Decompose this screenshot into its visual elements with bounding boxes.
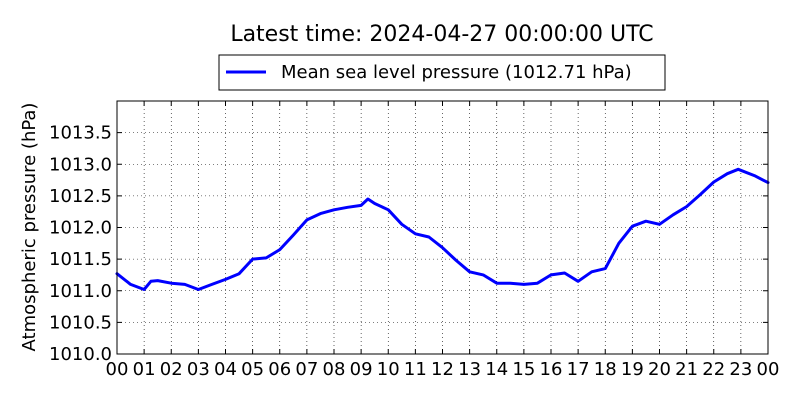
y-axis-label: Atmospheric pressure (hPa) <box>19 103 40 352</box>
data-point <box>333 208 335 211</box>
data-point <box>278 248 281 251</box>
x-tick-label: 13 <box>458 359 481 380</box>
data-point <box>306 219 308 221</box>
data-point <box>184 283 186 286</box>
x-tick-label: 18 <box>594 359 617 380</box>
x-tick-label: 11 <box>404 359 427 380</box>
data-point <box>441 246 444 249</box>
y-tick-label: 1013.0 <box>49 154 112 175</box>
y-tick-label: 1011.0 <box>49 281 112 302</box>
grid <box>117 101 768 354</box>
data-point <box>360 204 362 207</box>
x-tick-label: 20 <box>648 359 671 380</box>
x-tick-label: 00 <box>757 359 780 380</box>
y-tick-label: 1010.5 <box>49 312 112 333</box>
x-tick-label: 06 <box>268 359 291 380</box>
data-point <box>150 280 152 283</box>
data-point <box>712 181 715 183</box>
data-point <box>536 282 539 284</box>
data-point <box>367 198 369 200</box>
x-tick-label: 10 <box>377 359 400 380</box>
data-point <box>129 283 132 286</box>
data-point <box>604 267 607 270</box>
x-tick-label: 14 <box>485 359 508 380</box>
data-point <box>143 288 145 291</box>
data-point <box>468 270 471 273</box>
data-point <box>373 202 376 205</box>
data-point <box>685 205 688 208</box>
data-point <box>265 257 267 259</box>
x-tick-label: 23 <box>729 359 752 380</box>
data-point <box>156 279 159 282</box>
data-point <box>224 278 227 281</box>
data-point <box>401 223 403 226</box>
x-tick-label: 01 <box>133 359 156 380</box>
x-tick-label: 21 <box>675 359 698 380</box>
data-point <box>319 212 322 215</box>
legend-box <box>218 54 666 91</box>
series-layer <box>115 167 770 291</box>
data-point <box>495 282 498 284</box>
data-point <box>346 206 349 209</box>
x-tick-label: 03 <box>187 359 210 380</box>
data-point <box>482 274 484 276</box>
data-point <box>197 288 200 291</box>
x-tick-label: 04 <box>214 359 237 380</box>
data-point <box>590 270 593 273</box>
data-point <box>577 280 579 283</box>
data-point <box>455 259 457 262</box>
x-tick-label: 00 <box>106 359 129 380</box>
data-point <box>251 258 254 260</box>
data-point <box>211 283 213 286</box>
x-tick-label: 12 <box>431 359 454 380</box>
data-point <box>658 223 661 226</box>
data-point <box>387 208 390 211</box>
data-point <box>631 225 634 228</box>
data-point <box>428 236 430 238</box>
plot-frame <box>116 100 769 355</box>
data-point <box>170 282 173 284</box>
data-point <box>753 174 756 177</box>
data-point <box>509 282 512 284</box>
chart-title: Latest time: 2024-04-27 00:00:00 UTC <box>230 22 653 47</box>
y-tick-label: 1012.0 <box>49 218 112 239</box>
y-tick-label: 1011.5 <box>49 249 112 270</box>
data-point <box>523 283 525 286</box>
data-point <box>414 233 417 235</box>
y-tick-label: 1012.5 <box>49 186 112 207</box>
x-tick-label: 07 <box>295 359 318 380</box>
x-tick-label: 08 <box>323 359 346 380</box>
x-tick-label: 22 <box>702 359 725 380</box>
legend-label: Mean sea level pressure (1012.71 hPa) <box>281 62 632 83</box>
data-point <box>726 172 729 175</box>
x-tick-label: 15 <box>512 359 535 380</box>
data-point <box>737 168 739 171</box>
axis-ticks: 00 01 02 03 04 05 06 07 08 09 10 11 12 13 14 15 16 17 18 19… <box>49 101 779 380</box>
data-point <box>645 220 647 222</box>
data-point <box>292 234 295 236</box>
data-point <box>550 274 552 276</box>
y-tick-label: 1010.0 <box>49 344 112 365</box>
x-tick-label: 09 <box>350 359 373 380</box>
data-point <box>672 214 674 216</box>
data-point <box>238 272 240 275</box>
data-point <box>699 193 701 196</box>
x-tick-label: 02 <box>160 359 183 380</box>
data-point <box>563 272 566 274</box>
x-tick-label: 05 <box>241 359 264 380</box>
x-tick-label: 17 <box>567 359 590 380</box>
legend: Mean sea level pressure (1012.71 hPa) <box>218 54 666 91</box>
x-tick-label: 19 <box>621 359 644 380</box>
data-point <box>618 242 620 245</box>
y-tick-label: 1013.5 <box>49 123 112 144</box>
x-tick-label: 16 <box>540 359 563 380</box>
